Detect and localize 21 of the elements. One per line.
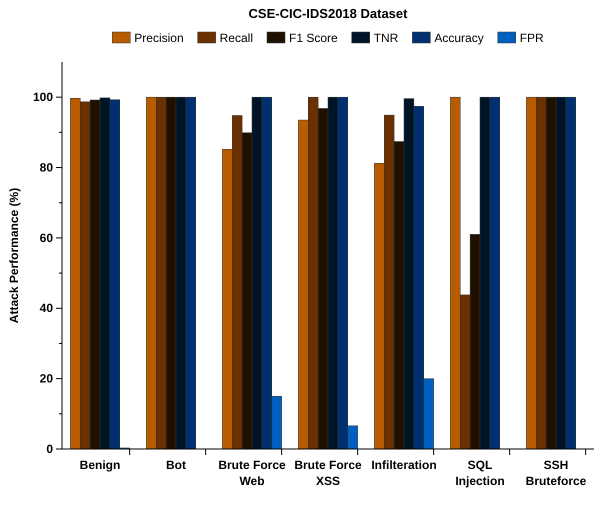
y-tick-label: 20 — [40, 371, 54, 386]
legend-label: F1 Score — [289, 31, 338, 45]
y-tick-label: 60 — [40, 230, 54, 245]
x-tick-label: Infilteration — [371, 458, 437, 472]
chart-title: CSE-CIC-IDS2018 Dataset — [248, 6, 408, 21]
x-tick-label: Benign — [80, 458, 120, 472]
y-tick-label: 80 — [40, 160, 54, 174]
y-tick-label: 0 — [46, 442, 54, 456]
legend-label: TNR — [374, 31, 399, 45]
y-axis-title: Attack Performance (%) — [7, 188, 21, 324]
legend-label: Accuracy — [434, 31, 484, 45]
x-tick-label: SSH Bruteforce — [526, 458, 587, 488]
x-tick-label: Brute Force XSS — [294, 458, 362, 488]
legend-label: Precision — [134, 31, 184, 45]
x-tick-label: Bot — [166, 458, 186, 472]
x-tick-label: Brute Force Web — [218, 458, 286, 488]
x-tick-label: SQL Injection — [455, 458, 505, 488]
legend-label: Recall — [220, 31, 253, 45]
y-tick-label: 40 — [40, 301, 54, 316]
y-tick-label: 100 — [32, 90, 54, 104]
legend-label: FPR — [520, 31, 544, 45]
